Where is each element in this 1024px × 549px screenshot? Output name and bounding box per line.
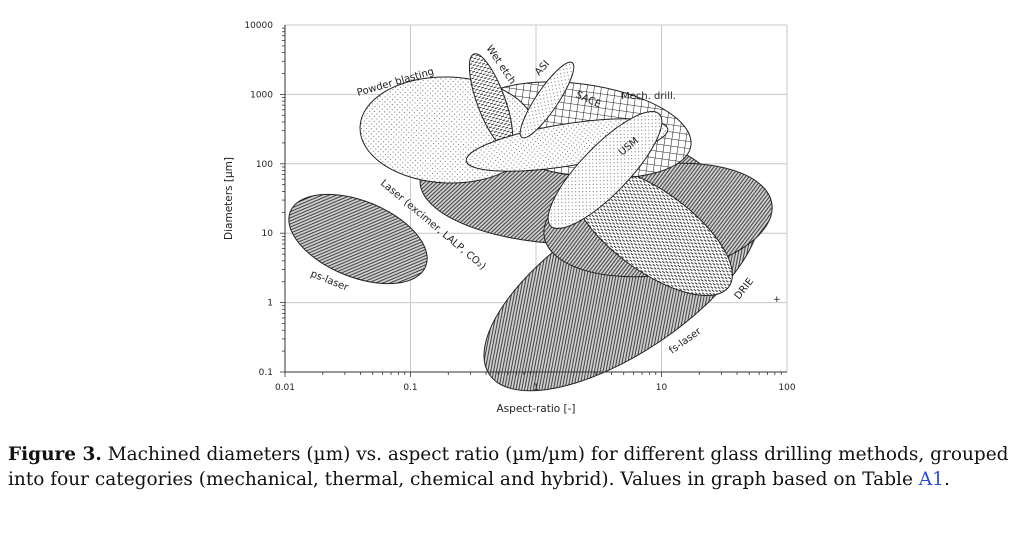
y-axis-title: Diameters [µm] (223, 157, 235, 240)
caption-table-link[interactable]: A1 (918, 469, 944, 490)
x-tick-label: 100 (778, 383, 795, 393)
y-tick-label: 100 (256, 160, 273, 170)
y-tick-label: 1000 (250, 90, 273, 100)
caption-text: Machined diameters (µm) vs. aspect ratio… (8, 444, 1009, 490)
x-tick-label: 0.1 (403, 383, 417, 393)
x-tick-label: 10 (656, 383, 668, 393)
axes: 0.01 0.1 1 10 1000.1110100100010000Aspect-ra… (223, 21, 796, 415)
y-tick-label: 10000 (244, 21, 273, 31)
caption-end: . (943, 469, 950, 490)
caption-label: Figure 3. (8, 444, 102, 465)
region-label-mech-drill: Mech. drill. (621, 91, 676, 102)
region-label-drie: DRIE (733, 276, 756, 302)
y-tick-label: 10 (262, 229, 274, 239)
region-ps-laser (288, 193, 428, 285)
plus-marker: + (773, 295, 781, 305)
x-tick-label: 1 (533, 383, 539, 393)
y-tick-label: 0.1 (259, 368, 273, 378)
y-tick-label: 1 (267, 299, 273, 309)
x-tick-label: 0.01 (275, 383, 295, 393)
region-asi (519, 61, 575, 139)
region-ellipses: + (288, 53, 781, 392)
region-usm-upper (547, 110, 663, 230)
figure-caption: Figure 3. Machined diameters (µm) vs. as… (8, 442, 1018, 492)
x-axis-title: Aspect-ratio [-] (497, 403, 576, 415)
chart-figure: + 0.01 0.1 1 10 1000.1110100100010000Aspect-… (223, 21, 796, 415)
